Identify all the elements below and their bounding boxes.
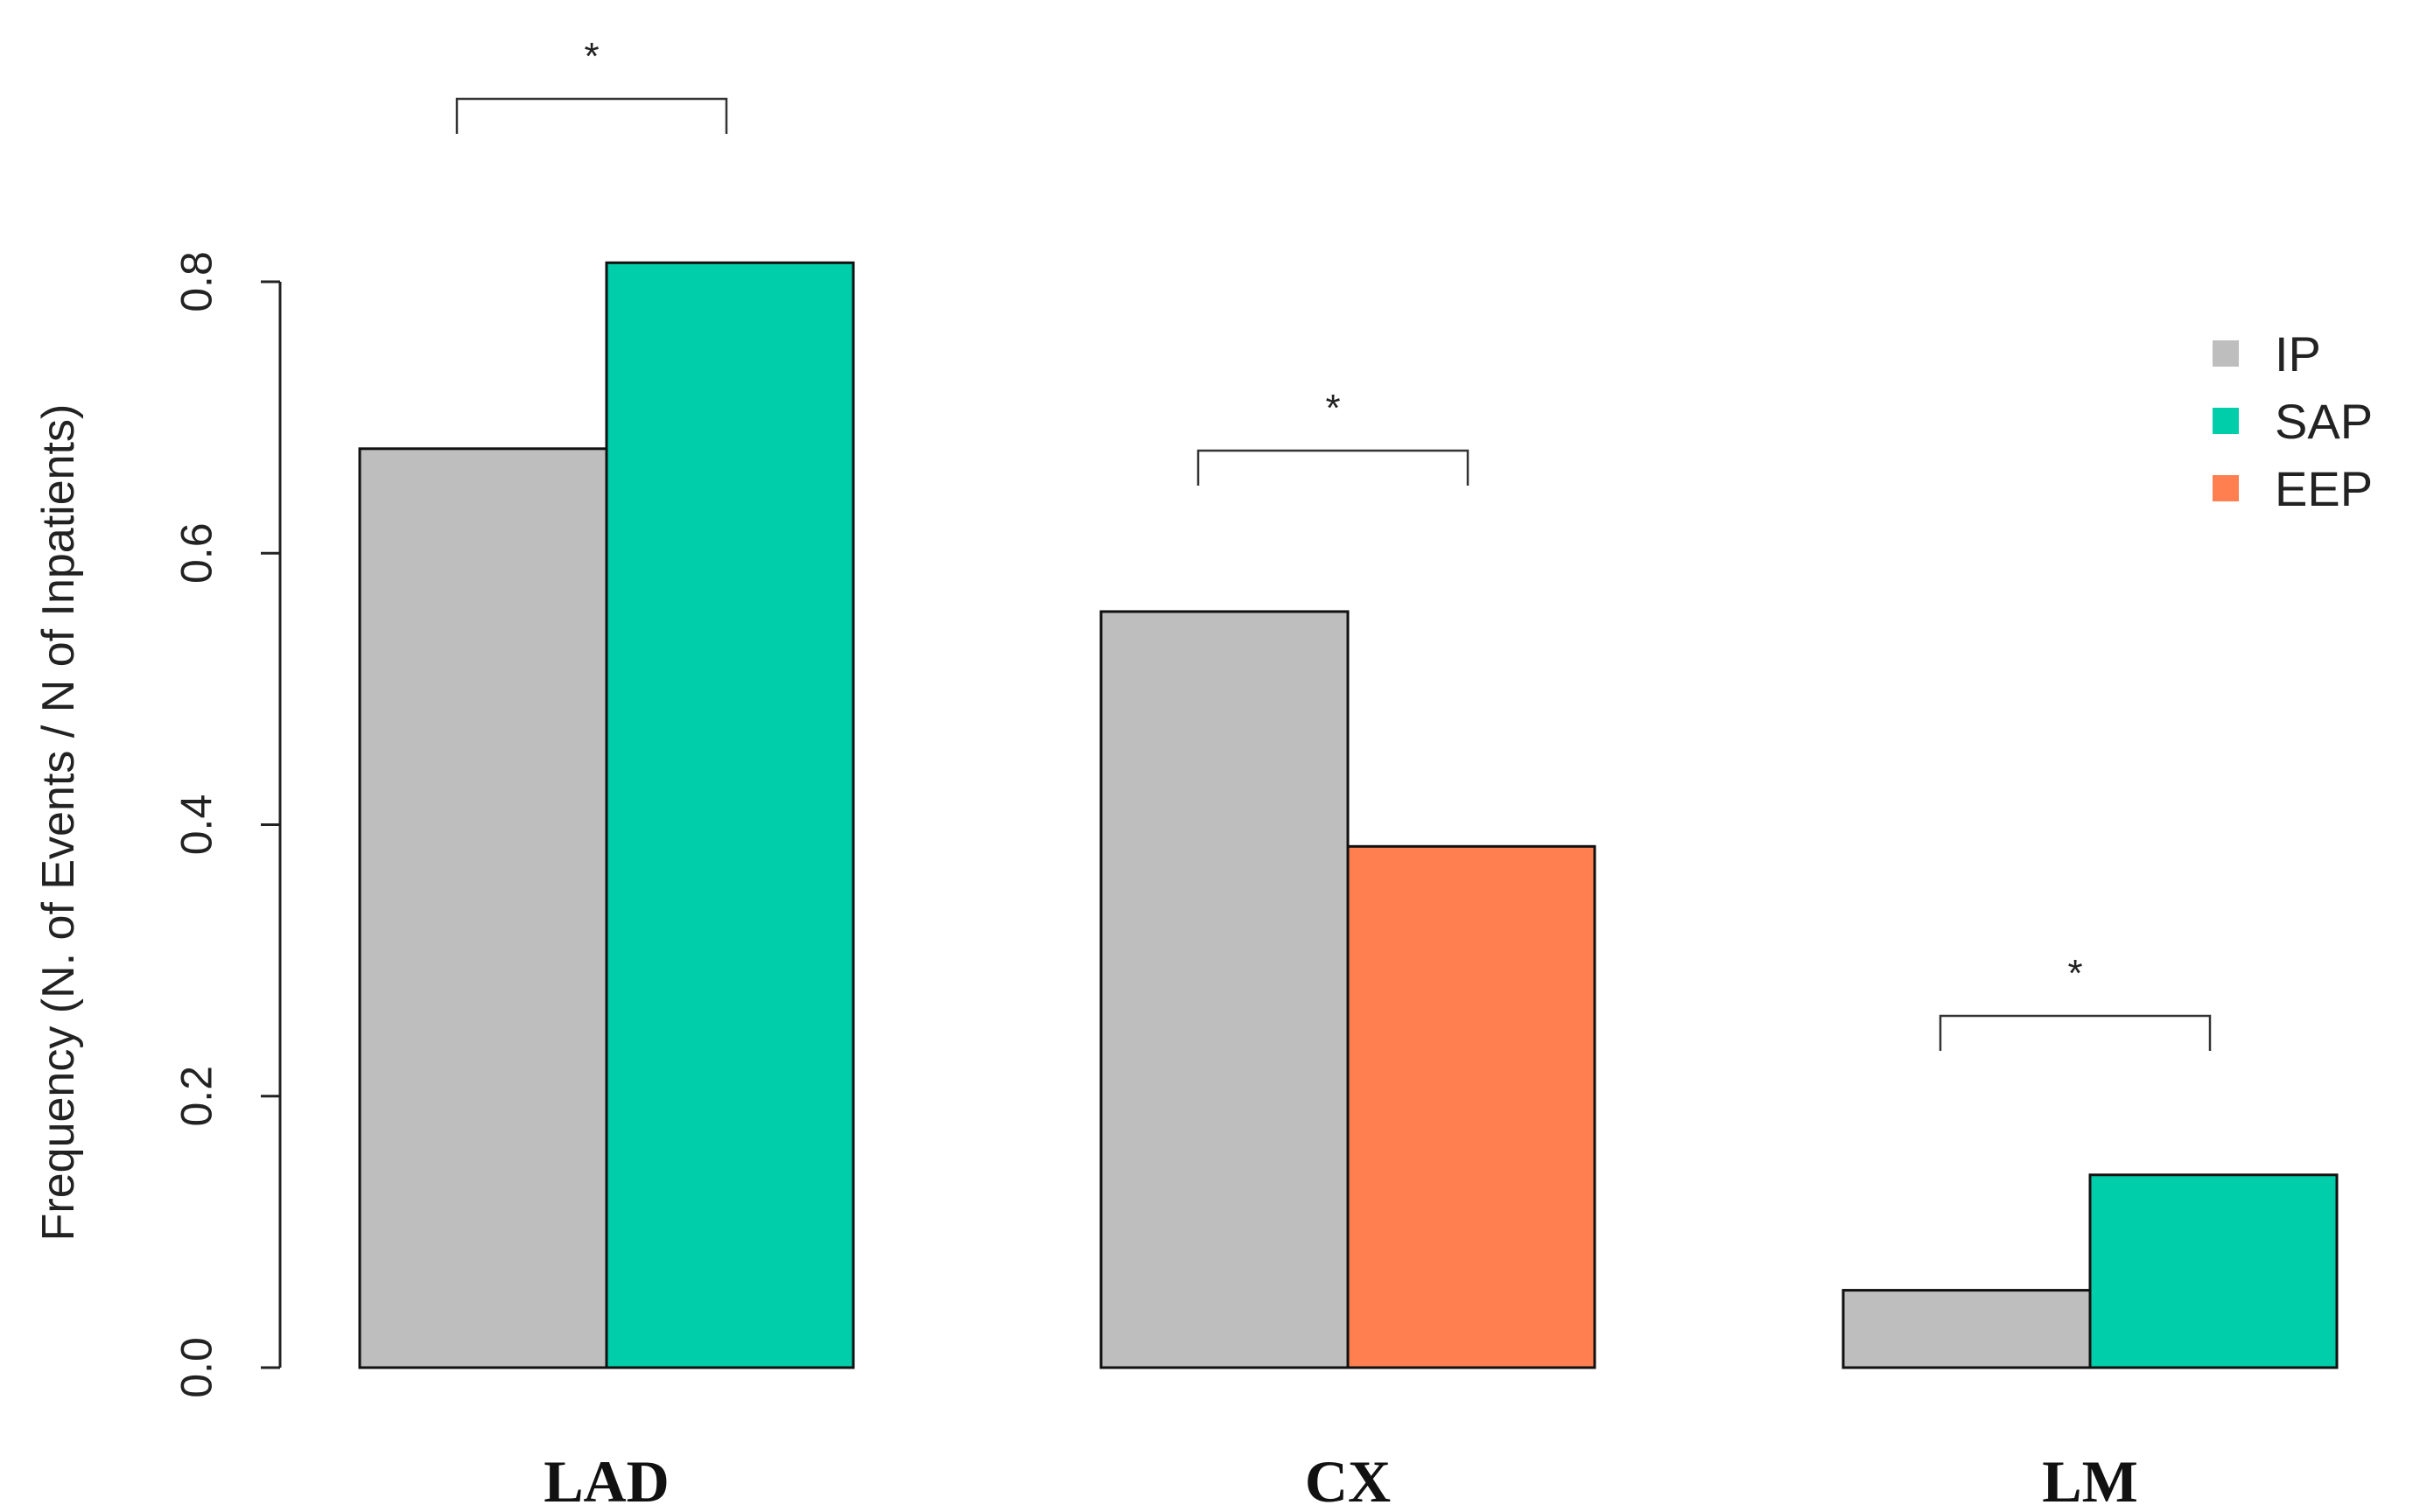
significance-layer: * * * — [455, 35, 2212, 1051]
significance-marker: * — [2067, 952, 2082, 995]
legend: IP SAP EEP — [2213, 326, 2373, 516]
y-axis: 0.0 0.2 0.4 0.6 0.8 — [172, 251, 282, 1398]
legend-swatch-ip — [2213, 340, 2239, 367]
legend-label-eep: EEP — [2275, 461, 2373, 516]
bar-lm-sap — [2088, 1173, 2339, 1369]
y-tick-label: 0.4 — [172, 794, 221, 856]
significance-bracket — [455, 97, 728, 134]
significance-bracket — [1196, 449, 1470, 486]
category-label: LAD — [544, 1448, 670, 1512]
category-label: CX — [1305, 1448, 1391, 1512]
significance-bracket — [1939, 1014, 2212, 1051]
legend-label-ip: IP — [2275, 326, 2321, 382]
category-label: LM — [2042, 1448, 2138, 1512]
bar-lad-ip — [358, 447, 608, 1369]
bar-lm-ip — [1841, 1289, 2092, 1369]
legend-swatch-sap — [2213, 408, 2239, 434]
y-axis-label: Frequency (N. of Events / N of Inpatient… — [33, 404, 84, 1242]
significance-marker: * — [1325, 387, 1340, 430]
y-tick-label: 0.0 — [172, 1337, 221, 1398]
category-labels: LAD CX LM — [544, 1448, 2138, 1512]
y-tick-label: 0.2 — [172, 1066, 221, 1127]
legend-label-sap: SAP — [2275, 394, 2373, 449]
bar-lad-sap — [605, 261, 855, 1369]
y-tick-label: 0.8 — [172, 251, 221, 312]
bar-cx-ip — [1099, 610, 1350, 1369]
y-tick-label: 0.6 — [172, 522, 221, 584]
legend-swatch-eep — [2213, 475, 2239, 501]
significance-marker: * — [584, 35, 599, 78]
bar-cx-eep — [1346, 844, 1596, 1369]
bars-layer — [358, 261, 2339, 1369]
